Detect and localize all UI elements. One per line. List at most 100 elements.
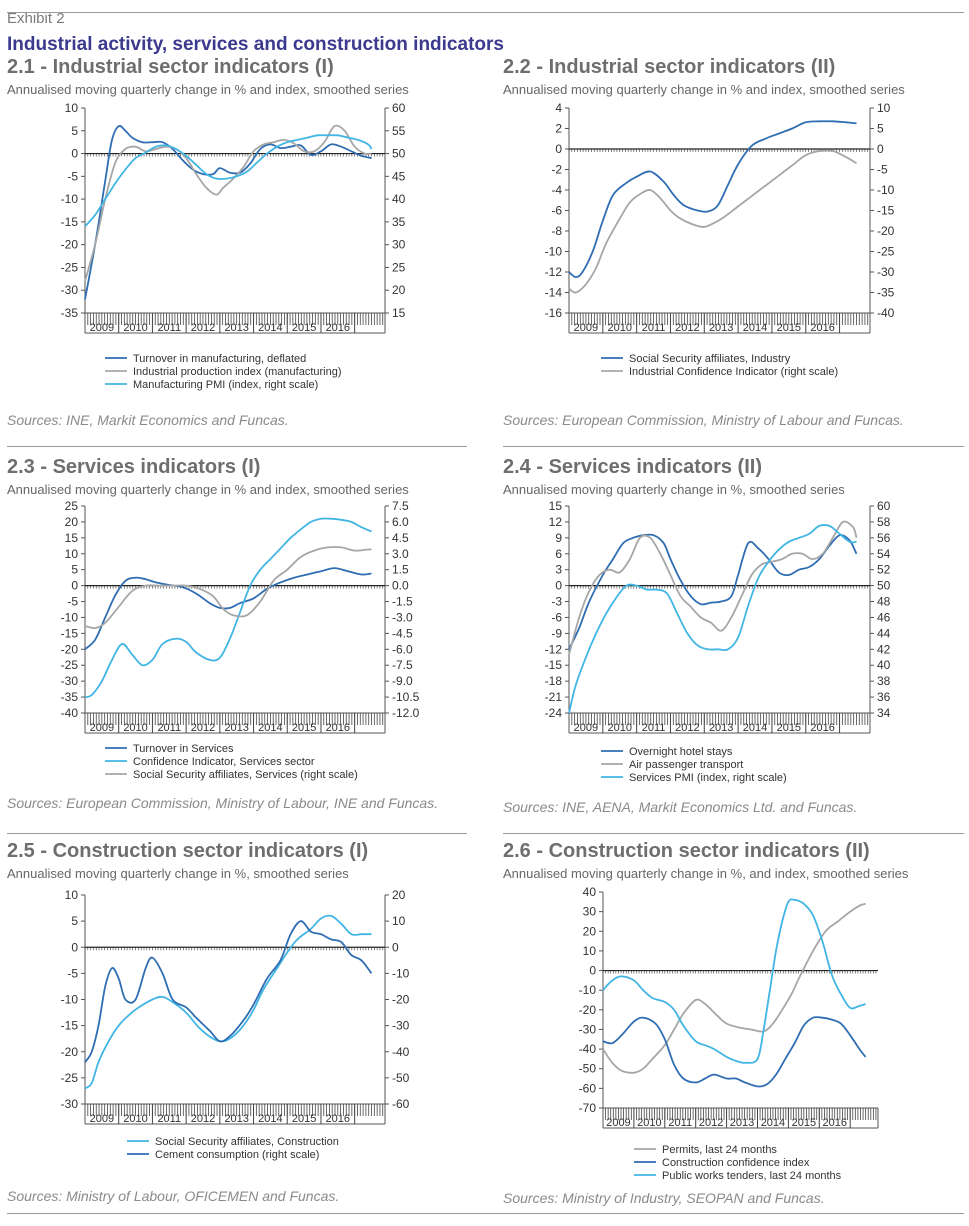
y2-tick-label: 15: [392, 306, 406, 320]
legend-label: Overnight hotel stays: [629, 746, 733, 758]
x-tick-label: 2013: [224, 322, 248, 334]
y2-tick-label: -1.5: [392, 595, 413, 609]
y2-tick-label: 54: [877, 547, 891, 561]
x-tick-label: 2015: [777, 322, 801, 334]
y-tick-label: -70: [579, 1101, 597, 1115]
y-tick-label: -24: [545, 706, 563, 720]
y-tick-label: -25: [61, 1071, 79, 1085]
y-tick-label: -5: [67, 169, 78, 183]
y2-tick-label: 50: [877, 579, 891, 593]
y-tick-label: -30: [61, 1097, 79, 1111]
chart-panel-2-3: 2.3 - Services indicators (I) Annualised …: [7, 456, 477, 831]
y-tick-label: -21: [545, 690, 563, 704]
chart-title: 2.1 - Industrial sector indicators (I): [7, 56, 334, 78]
y-tick-label: 0: [71, 579, 78, 593]
chart-source: Sources: European Commission, Ministry o…: [503, 412, 904, 428]
y-tick-label: -15: [61, 626, 79, 640]
y2-tick-label: -40: [392, 1045, 410, 1059]
chart-source: Sources: Ministry of Industry, SEOPAN an…: [503, 1190, 825, 1206]
y-tick-label: -20: [579, 1003, 597, 1017]
y2-tick-label: -10.5: [392, 690, 420, 704]
y-tick-label: -12: [545, 265, 563, 279]
y2-tick-label: 4.5: [392, 531, 409, 545]
x-tick-label: 2012: [191, 322, 215, 334]
y2-tick-label: -20: [877, 224, 895, 238]
y2-tick-label: 56: [877, 531, 891, 545]
series-line-turnover-in-services: [84, 567, 372, 650]
chart-source: Sources: INE, Markit Economics and Funca…: [7, 412, 289, 428]
chart-source: Sources: Ministry of Labour, OFICEMEN an…: [7, 1188, 340, 1204]
chart-svg: 4 2 0 -2 -4 -6 -8 -10 -12 -14 -16 10 5 0 -5 -10 -15 -20 -2…: [545, 101, 895, 378]
top-rule: [7, 12, 964, 13]
y-tick-label: -14: [545, 286, 563, 300]
x-tick-label: 2016: [326, 1113, 350, 1125]
x-tick-label: 2010: [637, 1117, 661, 1129]
bottom-rule: [7, 1213, 964, 1214]
y2-tick-label: 20: [392, 283, 406, 297]
legend-label: Public works tenders, last 24 months: [662, 1170, 842, 1182]
y-tick-label: 6: [555, 547, 562, 561]
y-tick-label: -10: [545, 245, 563, 259]
y2-tick-label: -9.0: [392, 674, 413, 688]
chart-title: 2.3 - Services indicators (I): [7, 456, 261, 478]
y-tick-label: 15: [65, 531, 79, 545]
x-tick-label: 2013: [224, 1113, 248, 1125]
y-tick-label: 0: [555, 579, 562, 593]
y2-tick-label: -50: [392, 1071, 410, 1085]
x-tick-label: 2014: [761, 1117, 785, 1129]
y-tick-label: -3: [551, 595, 562, 609]
divider-left-2: [7, 833, 467, 834]
series-line-permits-last-24-months: [602, 902, 866, 1074]
y2-tick-label: 34: [877, 706, 891, 720]
chart-title: 2.5 - Construction sector indicators (I): [7, 840, 369, 862]
divider-left-1: [7, 446, 467, 447]
y-tick-label: 20: [583, 924, 597, 938]
y2-tick-label: -7.5: [392, 658, 413, 672]
series-line-manufacturing-pmi-index-right-scale: [84, 134, 373, 228]
y-tick-label: -25: [61, 658, 79, 672]
y-tick-label: 12: [549, 515, 563, 529]
chart-title: 2.6 - Construction sector indicators (II…: [503, 840, 870, 862]
legend-label: Industrial production index (manufacturi…: [133, 366, 342, 378]
y2-tick-label: 1.5: [392, 563, 409, 577]
y2-tick-label: 50: [392, 147, 406, 161]
legend-label: Air passenger transport: [629, 759, 743, 771]
y2-tick-label: -6.0: [392, 642, 413, 656]
y-tick-label: 0: [71, 940, 78, 954]
y2-tick-label: 36: [877, 690, 891, 704]
series-line-construction-confidence-index: [602, 1016, 867, 1088]
y2-tick-label: -10: [877, 183, 895, 197]
y-tick-label: 3: [555, 563, 562, 577]
chart-panel-2-5: 2.5 - Construction sector indicators (I)…: [7, 840, 477, 1210]
legend-label: Services PMI (index, right scale): [629, 772, 787, 784]
y2-tick-label: 60: [877, 499, 891, 513]
divider-right-1: [503, 446, 964, 447]
y-tick-label: -4: [551, 183, 562, 197]
y2-tick-label: 30: [392, 238, 406, 252]
y-tick-label: -8: [551, 224, 562, 238]
x-tick-label: 2016: [810, 322, 834, 334]
x-tick-label: 2015: [792, 1117, 816, 1129]
y-tick-label: -50: [579, 1062, 597, 1076]
y-tick-label: -5: [67, 966, 78, 980]
x-tick-label: 2011: [642, 722, 666, 734]
x-tick-label: 2012: [191, 722, 215, 734]
x-tick-label: 2013: [709, 722, 733, 734]
chart-subtitle: Annualised moving quarterly change in % …: [7, 482, 409, 497]
x-tick-label: 2015: [292, 722, 316, 734]
series-line-cement-consumption-right-scale: [84, 920, 373, 1063]
chart-subtitle: Annualised moving quarterly change in % …: [7, 82, 409, 97]
x-tick-label: 2011: [668, 1117, 692, 1129]
legend-label: Construction confidence index: [662, 1157, 810, 1169]
y2-tick-label: -3.0: [392, 610, 413, 624]
x-tick-label: 2010: [123, 1113, 147, 1125]
x-tick-label: 2009: [90, 1113, 114, 1125]
y-tick-label: 5: [71, 914, 78, 928]
x-tick-label: 2009: [606, 1117, 630, 1129]
y2-tick-label: -12.0: [392, 706, 420, 720]
x-tick-label: 2016: [326, 322, 350, 334]
x-tick-label: 2012: [675, 722, 699, 734]
y2-tick-label: -60: [392, 1097, 410, 1111]
y2-tick-label: 10: [392, 914, 406, 928]
